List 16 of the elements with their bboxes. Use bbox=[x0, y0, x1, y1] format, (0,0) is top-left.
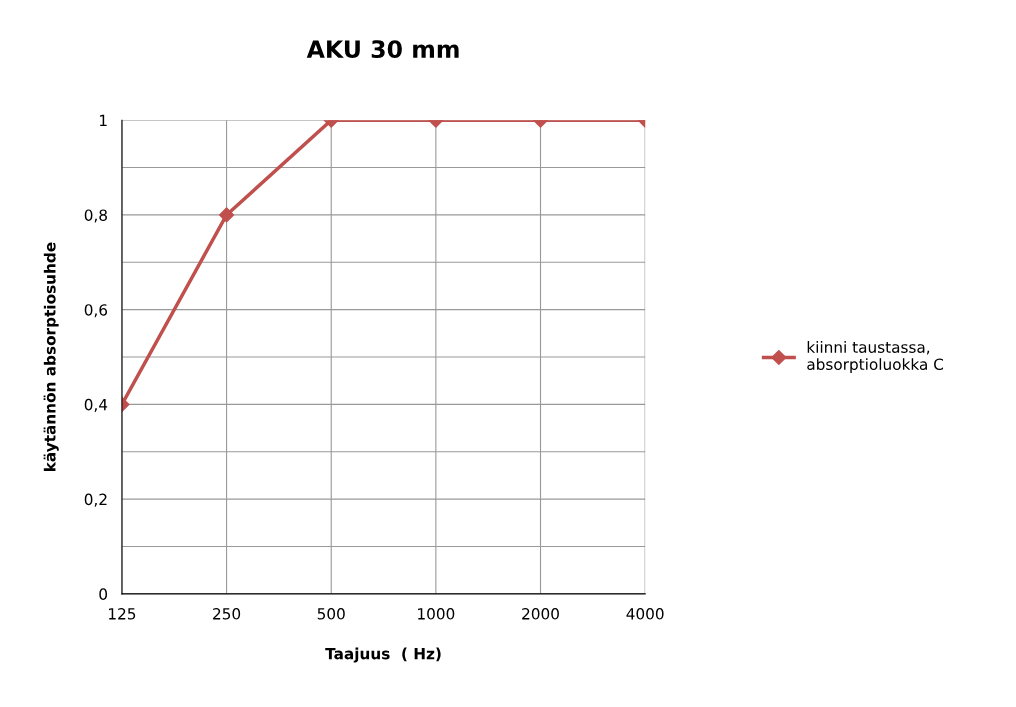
y-tick-label: 1 bbox=[99, 114, 107, 126]
x-axis-title: Taajuus ( Hz) bbox=[325, 647, 441, 663]
legend-label: kiinni taustassa, absorptioluokka C bbox=[807, 341, 944, 373]
chart-title: AKU 30 mm bbox=[306, 40, 459, 59]
x-tick-label: 1000 bbox=[418, 608, 455, 620]
y-tick-label: 0,2 bbox=[84, 493, 107, 507]
y-tick-label: 0,6 bbox=[84, 304, 108, 318]
x-tick-label: 4000 bbox=[626, 608, 664, 620]
x-tick-label: 250 bbox=[213, 608, 241, 620]
x-tick-label: 2000 bbox=[522, 608, 559, 620]
y-tick-label: 0,8 bbox=[84, 209, 107, 223]
y-tick-label: 0 bbox=[99, 588, 108, 600]
x-tick-label: 125 bbox=[109, 608, 136, 620]
y-tick-label: 0,4 bbox=[84, 398, 108, 412]
x-tick-label: 500 bbox=[317, 608, 345, 620]
y-axis-title: käytännön absorptiosuhde bbox=[43, 242, 59, 471]
